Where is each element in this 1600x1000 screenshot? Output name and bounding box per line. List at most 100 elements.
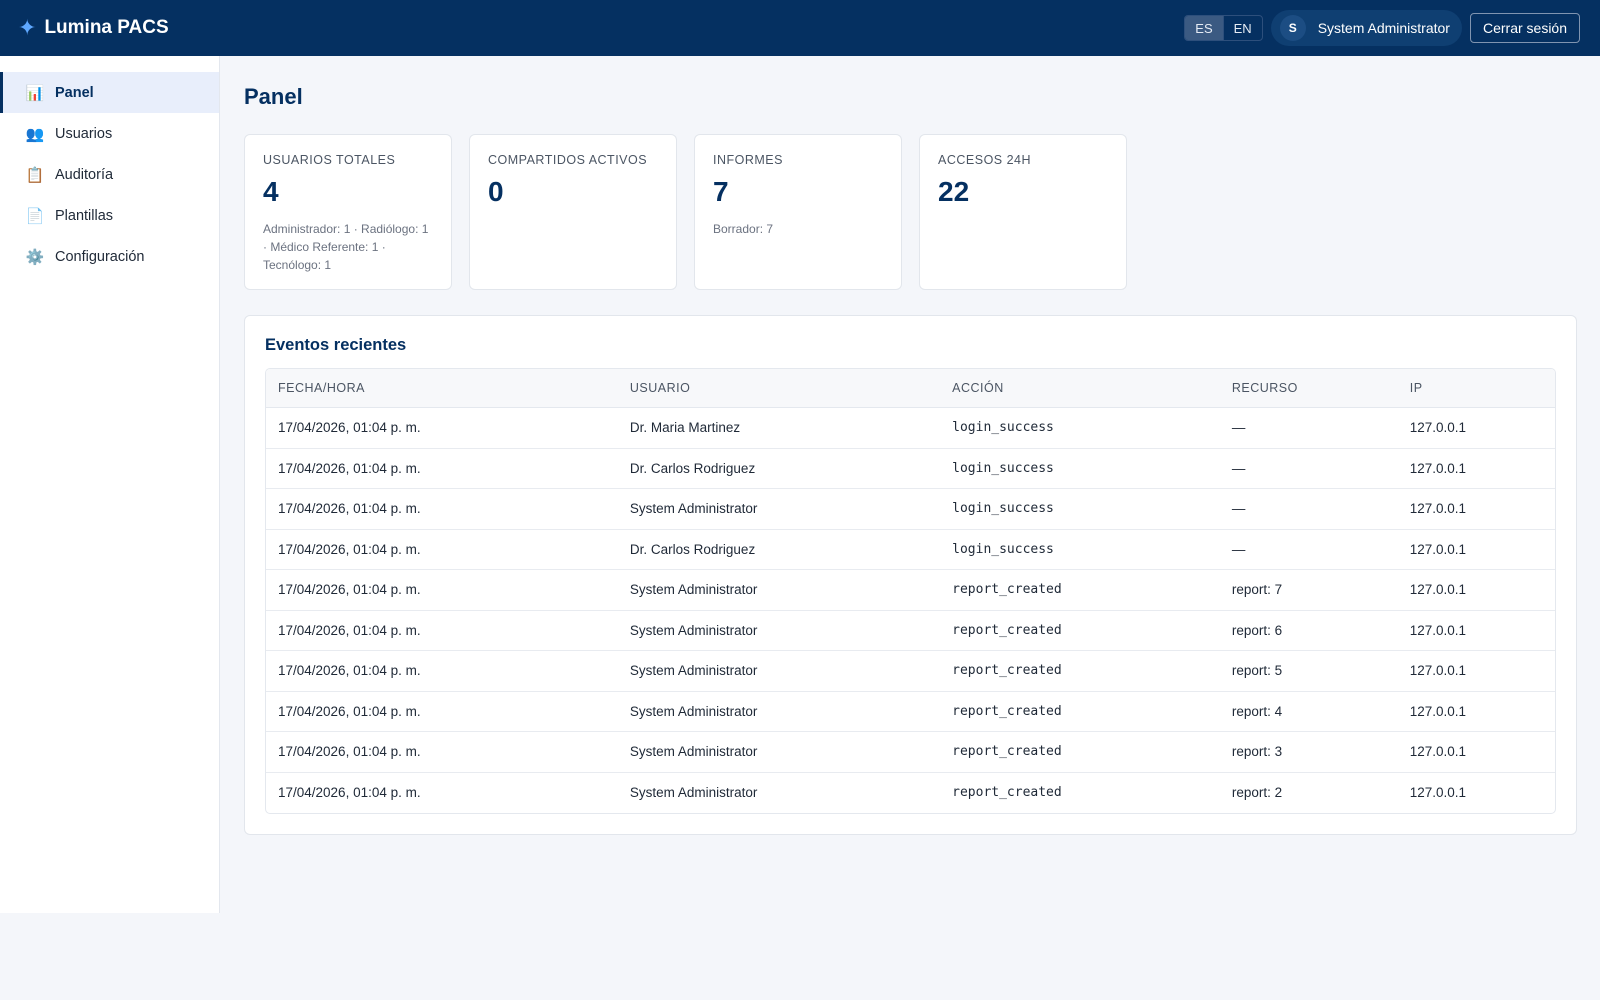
cell-action: login_success	[940, 489, 1220, 530]
sidebar-item-label: Usuarios	[55, 125, 113, 142]
cell-ip: 127.0.0.1	[1397, 651, 1555, 692]
stat-label: Usuarios totales	[263, 153, 396, 167]
cell-user: System Administrator	[629, 785, 758, 801]
stats-row: Usuarios totales 4 Administrador: 1 · Ra…	[244, 134, 1577, 290]
cell-action: login_success	[940, 408, 1220, 449]
stat-card-accesses-24h: Accesos 24h 22	[919, 134, 1127, 290]
stat-detail: Administrador: 1 · Radiólogo: 1 · Médico…	[263, 221, 429, 272]
cell-ip: 127.0.0.1	[1397, 732, 1555, 773]
cell-ip: 127.0.0.1	[1397, 449, 1555, 489]
cell-action: report_created	[940, 692, 1220, 732]
sidebar-item-label: Configuración	[55, 248, 145, 265]
language-en-button[interactable]: EN	[1222, 16, 1262, 40]
table-row: 17/04/2026, 01:04 p. m. System Administra…	[266, 651, 1555, 692]
stat-label: Accesos 24h	[938, 153, 1032, 167]
table-row: 17/04/2026, 01:04 p. m. Dr. Maria Martine…	[266, 408, 1555, 449]
cell-resource: report: 2	[1231, 785, 1283, 801]
cell-resource: report: 3	[1219, 732, 1398, 773]
cell-user: System Administrator	[617, 489, 941, 530]
table-row: 17/04/2026, 01:04 p. m. System Administra…	[266, 692, 1555, 732]
cell-resource: —	[1219, 449, 1398, 489]
cell-ip: 127.0.0.1	[1397, 570, 1555, 611]
cell-ip: 127.0.0.1	[1397, 692, 1555, 732]
cell-ip: 127.0.0.1	[1397, 611, 1555, 651]
brand[interactable]: ✦ Lumina PACS	[18, 17, 169, 39]
panel-title: Eventos recientes	[265, 336, 407, 354]
main-content: Panel Usuarios totales 4 Administrador: …	[244, 56, 1577, 835]
cell-ip: 127.0.0.1	[1397, 530, 1555, 570]
brand-name: Lumina PACS	[44, 17, 169, 38]
stat-value: 4	[263, 176, 279, 207]
stat-label: Compartidos activos	[488, 153, 648, 167]
table-row: 17/04/2026, 01:04 p. m. Dr. Carlos Rodrig…	[266, 449, 1555, 489]
cell-resource: report: 5	[1219, 651, 1398, 692]
sidebar-item-label: Auditoría	[55, 166, 114, 183]
cell-resource: —	[1219, 530, 1398, 570]
events-table: Fecha/Hora Usuario Acción Recurso IP 17/…	[265, 368, 1556, 814]
cell-datetime: 17/04/2026, 01:04 p. m.	[278, 785, 421, 801]
language-es-button[interactable]: ES	[1185, 16, 1223, 40]
bar-chart-icon: 📊	[25, 84, 45, 102]
cell-user: System Administrator	[617, 732, 941, 773]
stat-value: 7	[713, 176, 729, 207]
gear-icon: ⚙️	[25, 248, 45, 266]
clipboard-icon: 📋	[25, 166, 45, 184]
cell-action: login_success	[940, 449, 1220, 489]
top-bar: ✦ Lumina PACS ES EN S System Administrat…	[0, 0, 1600, 56]
user-name: System Administrator	[1317, 20, 1450, 36]
cell-action: report_created	[940, 570, 1220, 611]
table-row: 17/04/2026, 01:04 p. m. System Administra…	[266, 773, 1555, 814]
avatar: S	[1279, 15, 1306, 41]
cell-resource: report: 6	[1219, 611, 1398, 651]
sidebar-item-panel[interactable]: 📊 Panel	[0, 72, 219, 113]
users-icon: 👥	[25, 125, 45, 143]
stat-card-active-shares: Compartidos activos 0	[469, 134, 677, 290]
column-header-datetime: Fecha/Hora	[266, 369, 618, 408]
cell-ip: 127.0.0.1	[1397, 489, 1555, 530]
logout-button[interactable]: Cerrar sesión	[1469, 13, 1580, 43]
table-row: 17/04/2026, 01:04 p. m. System Administra…	[266, 489, 1555, 530]
sidebar-item-auditoria[interactable]: 📋 Auditoría	[0, 154, 219, 195]
recent-events-panel: Eventos recientes Fecha/Hora Usuario Acc…	[244, 315, 1577, 835]
sidebar-item-plantillas[interactable]: 📄 Plantillas	[0, 195, 219, 236]
table-header-row: Fecha/Hora Usuario Acción Recurso IP	[266, 369, 1555, 408]
column-header-ip: IP	[1397, 369, 1555, 408]
column-header-action: Acción	[940, 369, 1220, 408]
stat-label: Informes	[713, 153, 783, 167]
sidebar-item-usuarios[interactable]: 👥 Usuarios	[0, 113, 219, 154]
cell-action: login_success	[940, 530, 1220, 570]
cell-user: System Administrator	[617, 692, 941, 732]
table-row: 17/04/2026, 01:04 p. m. System Administra…	[266, 570, 1555, 611]
table-row: 17/04/2026, 01:04 p. m. Dr. Carlos Rodrig…	[266, 530, 1555, 570]
column-header-user: Usuario	[617, 369, 941, 408]
sidebar-item-configuracion[interactable]: ⚙️ Configuración	[0, 236, 219, 277]
cell-datetime: 17/04/2026, 01:04 p. m.	[266, 651, 618, 692]
cell-action: report_created	[952, 785, 1062, 801]
stat-card-reports: Informes 7 Borrador: 7	[694, 134, 902, 290]
stat-card-total-users: Usuarios totales 4 Administrador: 1 · Ra…	[244, 134, 452, 290]
cell-datetime: 17/04/2026, 01:04 p. m.	[266, 692, 618, 732]
sparkle-logo-icon: ✦	[18, 15, 37, 40]
cell-resource: report: 4	[1219, 692, 1398, 732]
table-row: 17/04/2026, 01:04 p. m. System Administra…	[266, 611, 1555, 651]
column-header-resource: Recurso	[1219, 369, 1398, 408]
cell-datetime: 17/04/2026, 01:04 p. m.	[266, 611, 618, 651]
cell-ip: 127.0.0.1	[1397, 408, 1555, 449]
cell-datetime: 17/04/2026, 01:04 p. m.	[266, 449, 618, 489]
document-icon: 📄	[25, 207, 45, 225]
sidebar-item-label: Panel	[55, 84, 94, 101]
cell-user: System Administrator	[617, 651, 941, 692]
top-right-controls: ES EN S System Administrator Cerrar sesi…	[1184, 10, 1580, 46]
events-table-body: 17/04/2026, 01:04 p. m. Dr. Maria Martine…	[266, 408, 1555, 813]
cell-user: Dr. Maria Martinez	[617, 408, 941, 449]
user-menu[interactable]: S System Administrator	[1270, 10, 1462, 46]
sidebar: 📊 Panel 👥 Usuarios 📋 Auditoría 📄 Plantil…	[0, 56, 220, 913]
stat-value: 22	[938, 176, 970, 207]
cell-user: Dr. Carlos Rodriguez	[617, 530, 941, 570]
cell-resource: —	[1219, 408, 1398, 449]
cell-user: Dr. Carlos Rodriguez	[617, 449, 941, 489]
cell-datetime: 17/04/2026, 01:04 p. m.	[266, 570, 618, 611]
cell-action: report_created	[940, 611, 1220, 651]
sidebar-item-label: Plantillas	[55, 207, 114, 224]
stat-value: 0	[488, 176, 504, 207]
